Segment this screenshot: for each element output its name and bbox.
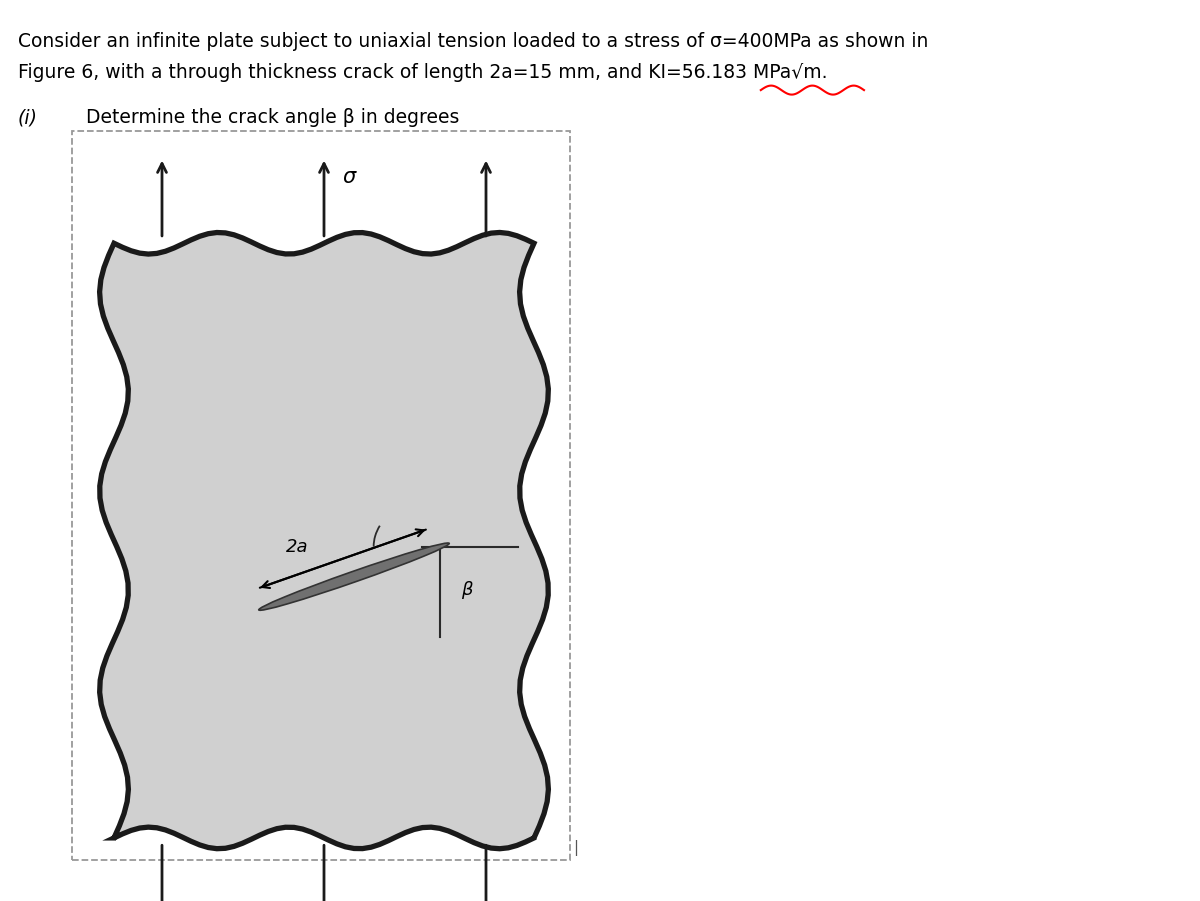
Text: 2a: 2a	[286, 538, 308, 556]
Text: β: β	[461, 581, 473, 599]
Text: Consider an infinite plate subject to uniaxial tension loaded to a stress of σ=4: Consider an infinite plate subject to un…	[18, 32, 929, 50]
Text: |: |	[574, 840, 578, 856]
Text: Determine the crack angle β in degrees: Determine the crack angle β in degrees	[86, 108, 460, 127]
Ellipse shape	[259, 543, 449, 610]
Text: Figure 6, with a through thickness crack of length 2a=15 mm, and KI=56.183 MPa√m: Figure 6, with a through thickness crack…	[18, 63, 828, 82]
Text: (i): (i)	[18, 108, 38, 127]
Polygon shape	[100, 232, 548, 849]
Bar	[72, 131, 570, 860]
Text: σ: σ	[342, 167, 355, 187]
